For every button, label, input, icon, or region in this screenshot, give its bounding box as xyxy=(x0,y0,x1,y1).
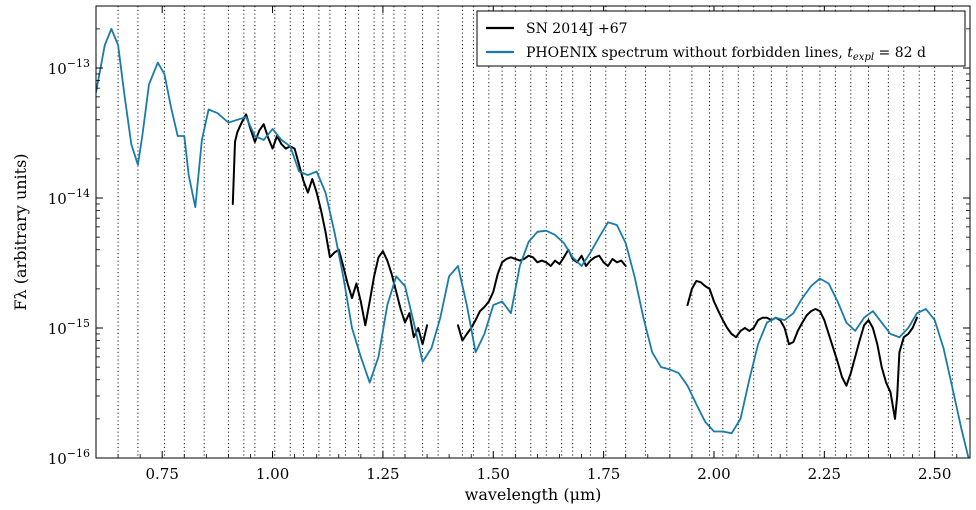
y-tick-label-exp: −14 xyxy=(67,187,90,200)
y-tick-label-base: 10 xyxy=(48,60,67,78)
y-tick-label-exp: −16 xyxy=(67,447,90,460)
legend-label-phoenix-text: PHOENIX spectrum without forbidden lines… xyxy=(526,45,847,61)
x-tick-label: 1.25 xyxy=(366,465,399,483)
series-layer xyxy=(96,27,970,458)
x-tick-label: 0.75 xyxy=(146,465,179,483)
axis-tick-labels: 0.75 1.00 1.25 1.50 1.75 2.00 2.25 2.5010−1610−… xyxy=(48,57,952,483)
y-tick-label-base: 10 xyxy=(48,450,67,468)
legend-label-phoenix-var: t xyxy=(847,45,853,61)
legend: SN 2014J +67 PHOENIX spectrum without fo… xyxy=(476,10,966,67)
x-tick-label: 2.00 xyxy=(697,465,730,483)
x-axis-label: wavelength (μm) xyxy=(465,485,602,504)
plot-frame xyxy=(95,5,971,459)
x-tick-label: 2.25 xyxy=(808,465,841,483)
axis-ticks xyxy=(96,6,970,459)
legend-label-phoenix-sub: expl xyxy=(853,52,874,63)
x-tick-label: 1.00 xyxy=(256,465,289,483)
series-line-phoenix xyxy=(96,27,970,458)
y-tick-label: 10−14 xyxy=(48,187,90,208)
x-tick-label: 1.50 xyxy=(477,465,510,483)
y-tick-label: 10−13 xyxy=(48,57,90,78)
y-tick-label: 10−15 xyxy=(48,317,90,338)
legend-label-sn2014j: SN 2014J +67 xyxy=(526,21,628,37)
legend-box xyxy=(476,10,966,67)
y-tick-label: 10−16 xyxy=(48,447,90,468)
y-tick-label-exp: −13 xyxy=(67,57,90,70)
y-axis-label: Fλ (arbitrary units) xyxy=(11,153,30,310)
line-markers xyxy=(117,6,953,458)
y-tick-label-base: 10 xyxy=(48,190,67,208)
x-tick-label: 2.50 xyxy=(918,465,951,483)
legend-label-phoenix: PHOENIX spectrum without forbidden lines… xyxy=(526,45,926,63)
series-line-sn2014j xyxy=(231,113,429,346)
y-tick-label-base: 10 xyxy=(48,320,67,338)
x-tick-label: 1.75 xyxy=(587,465,620,483)
series-line-sn2014j xyxy=(686,280,918,420)
legend-label-phoenix-tail: = 82 d xyxy=(874,45,926,61)
y-tick-label-exp: −15 xyxy=(67,317,90,330)
series-line-sn2014j xyxy=(457,248,627,342)
